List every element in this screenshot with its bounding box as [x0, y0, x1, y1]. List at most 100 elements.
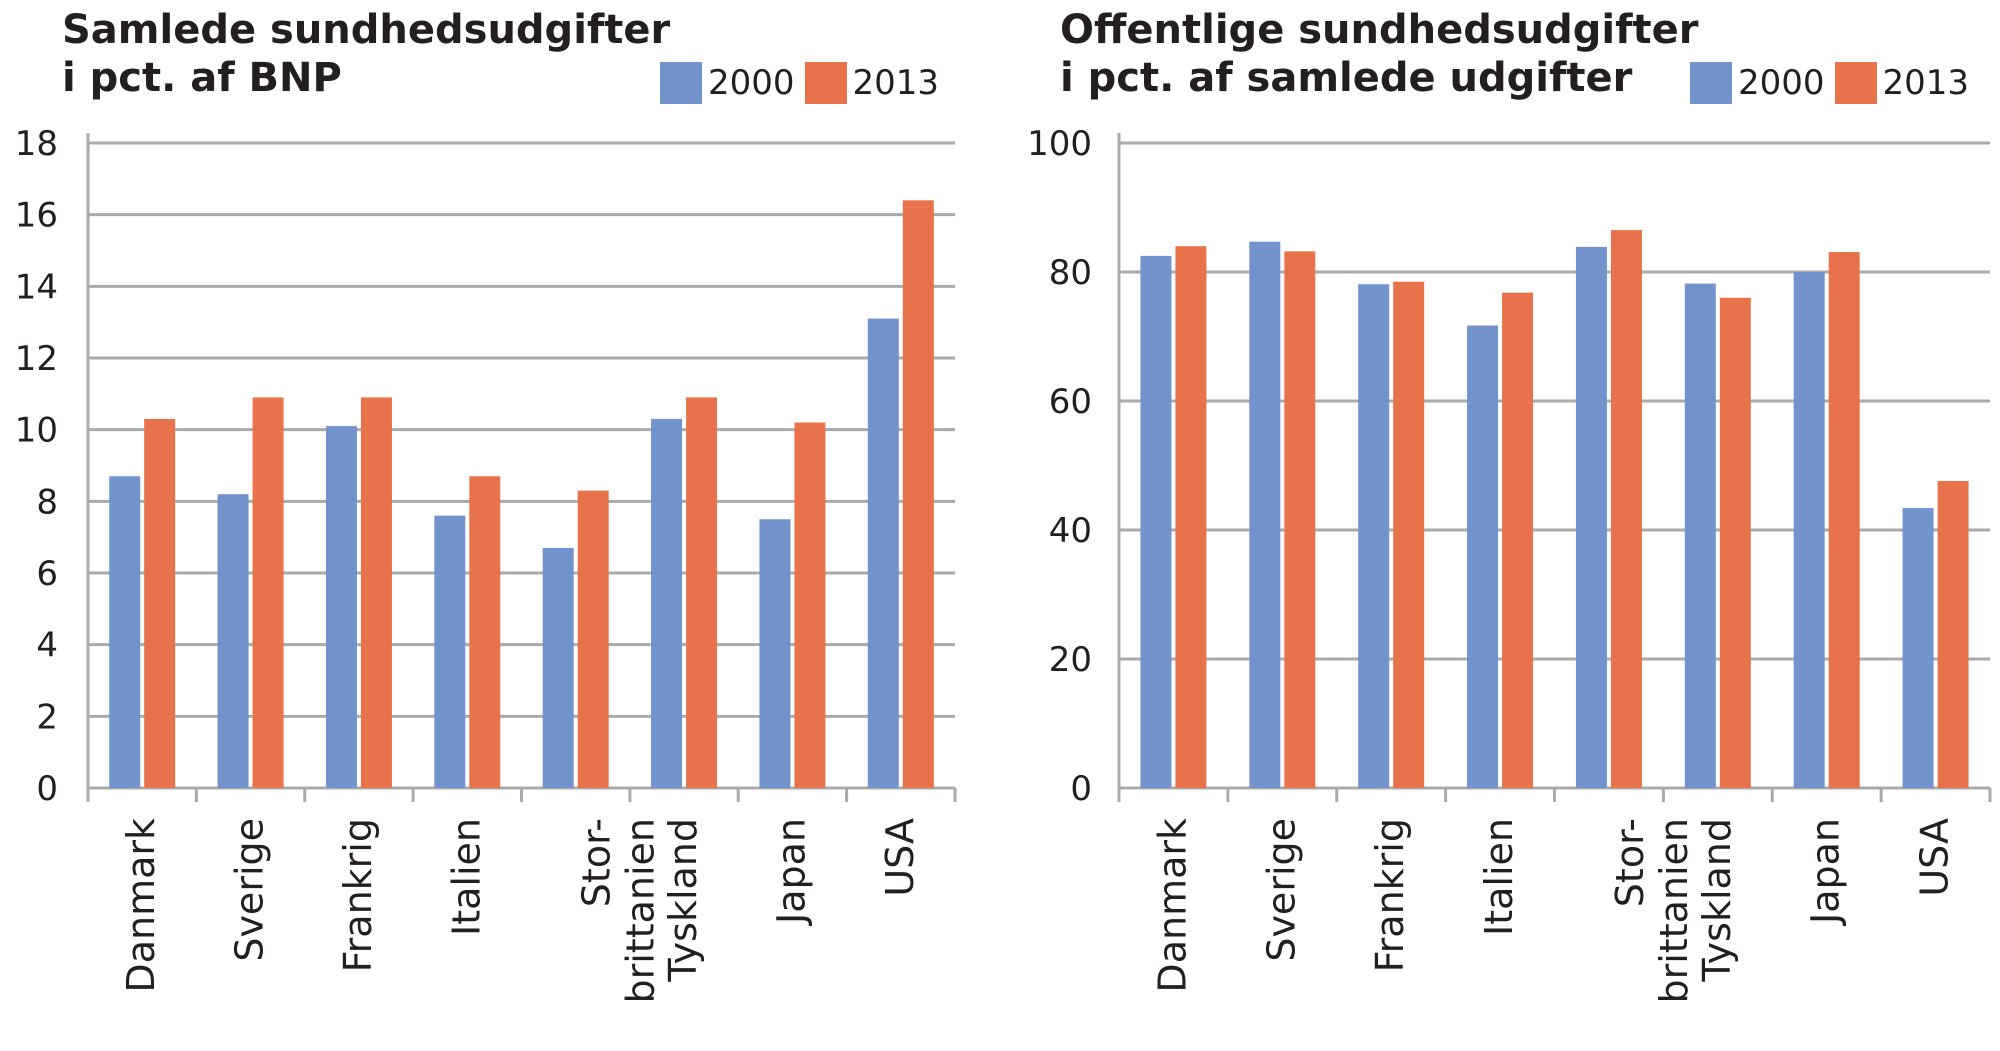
- x-tick-label: Sverige: [228, 818, 272, 962]
- y-tick-label: 0: [1070, 769, 1092, 809]
- bar-2000: [1684, 283, 1716, 788]
- x-tick-label-line: Tyskland: [1695, 818, 1739, 983]
- x-tick-label-line: brittanien: [619, 818, 663, 1004]
- y-tick-label: 18: [15, 124, 58, 164]
- x-tick-label: Japan: [769, 818, 813, 926]
- x-tick-label: Tyskland: [661, 818, 705, 983]
- chart-title-line-2: i pct. af samlede udgifter: [1060, 55, 1633, 101]
- bar-2013: [1502, 292, 1534, 788]
- bar-2000: [109, 476, 141, 788]
- y-tick-label: 12: [15, 339, 58, 379]
- y-tick-label: 6: [36, 554, 58, 594]
- bar-2000: [867, 318, 899, 788]
- bar-2013: [252, 397, 284, 788]
- x-tick-label-line: brittanien: [1652, 818, 1696, 1004]
- x-tick-label-line: Stor-: [575, 818, 619, 907]
- bar-2000: [325, 426, 357, 788]
- x-tick-label-line: USA: [1913, 818, 1957, 897]
- bar-2000: [1793, 272, 1825, 788]
- legend-label-2000: 2000: [708, 63, 795, 103]
- x-tick-label: Japan: [1804, 818, 1848, 926]
- bar-2013: [1393, 281, 1425, 788]
- bar-2000: [651, 418, 683, 788]
- bar-2013: [686, 397, 718, 788]
- y-tick-label: 8: [36, 482, 58, 522]
- x-tick-label-line: Italien: [444, 818, 488, 936]
- bar-2013: [360, 397, 392, 788]
- bar-2000: [217, 494, 249, 788]
- x-tick-label-line: Danmark: [1150, 818, 1194, 993]
- bar-2013: [1284, 251, 1316, 789]
- bar-2013: [144, 418, 176, 788]
- x-tick-label-line: Danmark: [119, 818, 163, 993]
- bar-2000: [1249, 241, 1281, 788]
- chart-panel-right: Offentlige sundhedsudgifter i pct. af sa…: [1027, 0, 2000, 1051]
- x-tick-label: Danmark: [1150, 818, 1194, 993]
- bar-2000: [1140, 255, 1172, 788]
- bar-2013: [794, 422, 826, 788]
- x-tick-label: USA: [878, 818, 922, 897]
- y-tick-label: 14: [15, 267, 58, 307]
- chart-title-line-1: Samlede sundhedsudgifter: [62, 7, 671, 53]
- bar-2000: [1902, 508, 1934, 788]
- y-tick-label: 60: [1049, 382, 1092, 422]
- x-tick-label-line: Stor-: [1608, 818, 1652, 907]
- legend-swatch-2000: [660, 62, 702, 104]
- x-tick-label: USA: [1913, 818, 1957, 897]
- x-tick-label-line: Tyskland: [661, 818, 705, 983]
- bar-2013: [1175, 246, 1207, 788]
- bar-2000: [434, 515, 466, 788]
- chart-title-line-2: i pct. af BNP: [62, 55, 342, 101]
- y-tick-label: 0: [36, 769, 58, 809]
- x-tick-label: Italien: [1477, 818, 1521, 936]
- legend-label-2000: 2000: [1738, 63, 1825, 103]
- chart-title-line-1: Offentlige sundhedsudgifter: [1060, 7, 1699, 53]
- x-tick-label: Italien: [444, 818, 488, 936]
- legend-swatch-2000: [1690, 62, 1732, 104]
- bar-2013: [1610, 230, 1642, 788]
- chart-plot: 0 20 40 60 80 100 Danmark Sverige Frankrig Italie…: [1027, 124, 1992, 1004]
- x-tick-label: Tyskland: [1695, 818, 1739, 983]
- x-tick-label-line: Frankrig: [1368, 818, 1412, 972]
- y-tick-label: 80: [1049, 253, 1092, 293]
- chart-legend: 2000 2013: [1690, 62, 1979, 104]
- y-tick-label: 4: [36, 626, 58, 666]
- x-tick-label-line: Frankrig: [336, 818, 380, 972]
- legend-swatch-2013: [804, 62, 847, 104]
- bar-2000: [1575, 246, 1607, 789]
- x-tick-label: Frankrig: [336, 818, 380, 972]
- bar-2000: [542, 547, 574, 788]
- x-tick-label: Sverige: [1259, 818, 1303, 962]
- y-tick-label: 20: [1049, 640, 1092, 680]
- bar-2000: [1467, 325, 1499, 788]
- bar-2013: [902, 200, 934, 789]
- x-tick-label: Stor-brittanien: [1608, 818, 1696, 1004]
- x-tick-label-line: Japan: [769, 818, 813, 926]
- y-tick-label: 100: [1027, 124, 1092, 164]
- x-tick-label-line: Japan: [1804, 818, 1848, 926]
- x-tick-label: Frankrig: [1368, 818, 1412, 972]
- y-tick-label: 40: [1049, 511, 1092, 551]
- chart-legend: 2000 2013: [660, 62, 949, 104]
- bar-2000: [1358, 284, 1390, 788]
- x-tick-label-line: Italien: [1477, 818, 1521, 936]
- bar-2013: [1719, 297, 1751, 788]
- x-tick-label-line: Sverige: [228, 818, 272, 962]
- y-tick-label: 2: [36, 697, 58, 737]
- x-tick-label: Stor-brittanien: [575, 818, 663, 1004]
- y-tick-label: 10: [15, 411, 58, 451]
- x-tick-label: Danmark: [119, 818, 163, 993]
- bar-2013: [1828, 252, 1860, 788]
- x-tick-label-line: Sverige: [1259, 818, 1303, 962]
- chart-title: Offentlige sundhedsudgifter i pct. af sa…: [1060, 6, 1699, 102]
- x-tick-label-line: USA: [878, 818, 922, 897]
- legend-label-2013: 2013: [852, 63, 940, 103]
- chart-plot: 0 2 4 6 8 10 12 14 16 18 Danmark Sverige Frankrig Ita…: [15, 124, 957, 1004]
- bar-2013: [1937, 480, 1969, 788]
- chart-panel-left: Samlede sundhedsudgifter i pct. af BNP 2…: [15, 6, 957, 1004]
- legend-label-2013: 2013: [1882, 63, 1970, 103]
- bar-2000: [759, 519, 791, 788]
- legend-swatch-2013: [1834, 62, 1877, 104]
- chart-title: Samlede sundhedsudgifter i pct. af BNP: [62, 6, 670, 102]
- bar-2013: [469, 476, 501, 788]
